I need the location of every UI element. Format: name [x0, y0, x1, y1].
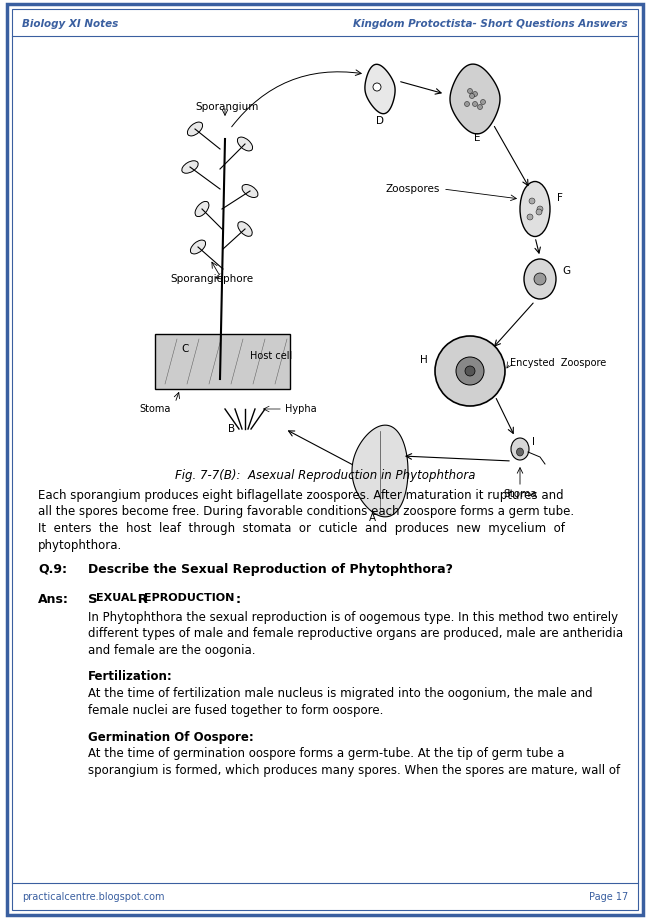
Text: Encysted  Zoospore: Encysted Zoospore [510, 358, 606, 368]
Ellipse shape [467, 88, 473, 94]
Text: Biology XI Notes: Biology XI Notes [22, 19, 118, 29]
Ellipse shape [456, 357, 484, 385]
Text: Ans:: Ans: [38, 593, 69, 606]
Ellipse shape [182, 161, 198, 174]
Text: EXUAL: EXUAL [96, 593, 136, 603]
Text: E: E [474, 133, 480, 143]
Text: Germination Of Oospore:: Germination Of Oospore: [88, 731, 254, 743]
Text: D: D [376, 116, 384, 126]
Text: :: : [236, 593, 241, 606]
Text: I: I [532, 437, 535, 447]
Ellipse shape [511, 438, 529, 460]
FancyBboxPatch shape [155, 334, 290, 389]
Text: A: A [369, 513, 376, 523]
Text: Zoospores: Zoospores [385, 184, 440, 194]
Ellipse shape [190, 240, 205, 254]
Ellipse shape [480, 99, 486, 105]
Ellipse shape [469, 94, 474, 98]
Text: Host cell: Host cell [250, 351, 292, 361]
Ellipse shape [537, 206, 543, 212]
Text: It  enters  the  host  leaf  through  stomata  or  cuticle  and  produces  new  : It enters the host leaf through stomata … [38, 522, 565, 535]
Text: Fertilization:: Fertilization: [88, 671, 173, 684]
Ellipse shape [524, 259, 556, 299]
Text: Fig. 7-7(B):  Asexual Reproduction in Phytophthora: Fig. 7-7(B): Asexual Reproduction in Phy… [175, 469, 475, 482]
Text: Hypha: Hypha [285, 404, 317, 414]
Text: female nuclei are fused together to form oospore.: female nuclei are fused together to form… [88, 704, 384, 717]
Text: Describe the Sexual Reproduction of Phytophthora?: Describe the Sexual Reproduction of Phyt… [88, 563, 453, 576]
Text: Sporangium: Sporangium [195, 102, 259, 112]
Text: S: S [88, 593, 97, 606]
Text: Stoma: Stoma [503, 489, 537, 499]
Text: different types of male and female reproductive organs are produced, male are an: different types of male and female repro… [88, 628, 623, 641]
Ellipse shape [517, 448, 523, 456]
Text: all the spores become free. During favorable conditions each zoospore forms a ge: all the spores become free. During favor… [38, 505, 574, 518]
Ellipse shape [520, 181, 550, 236]
Text: R: R [133, 593, 148, 606]
Text: PracticalCentre
Blogspot.com: PracticalCentre Blogspot.com [144, 169, 476, 409]
Text: G: G [562, 266, 570, 276]
Text: F: F [557, 193, 563, 203]
Text: In Phytophthora the sexual reproduction is of oogemous type. In this method two : In Phytophthora the sexual reproduction … [88, 611, 618, 624]
Ellipse shape [435, 336, 505, 406]
Polygon shape [352, 425, 408, 516]
Polygon shape [450, 64, 500, 134]
Ellipse shape [465, 101, 469, 107]
Text: Page 17: Page 17 [589, 892, 628, 902]
Text: H: H [421, 355, 428, 365]
Text: C: C [181, 344, 188, 354]
Ellipse shape [242, 185, 258, 198]
Text: Each sporangium produces eight biflagellate zoospores. After maturation it ruptu: Each sporangium produces eight biflagell… [38, 489, 564, 502]
Text: At the time of fertilization male nucleus is migrated into the oogonium, the mal: At the time of fertilization male nucleu… [88, 687, 593, 700]
Ellipse shape [237, 137, 253, 151]
FancyBboxPatch shape [7, 4, 643, 915]
Ellipse shape [534, 273, 546, 285]
Ellipse shape [195, 201, 209, 217]
Text: and female are the oogonia.: and female are the oogonia. [88, 644, 255, 657]
Ellipse shape [238, 221, 252, 236]
Ellipse shape [536, 209, 542, 215]
Text: Kingdom Protoctista- Short Questions Answers: Kingdom Protoctista- Short Questions Ans… [354, 19, 628, 29]
Ellipse shape [373, 83, 381, 91]
Text: sporangium is formed, which produces many spores. When the spores are mature, wa: sporangium is formed, which produces man… [88, 764, 620, 777]
Text: practicalcentre.blogspot.com: practicalcentre.blogspot.com [22, 892, 164, 902]
Ellipse shape [473, 101, 478, 107]
Ellipse shape [527, 214, 533, 220]
Ellipse shape [529, 198, 535, 204]
Text: Sporangiophore: Sporangiophore [170, 274, 253, 284]
Ellipse shape [187, 122, 203, 136]
Ellipse shape [473, 92, 478, 96]
Ellipse shape [478, 105, 482, 109]
Text: EPRODUCTION: EPRODUCTION [144, 593, 235, 603]
Text: Stoma: Stoma [139, 404, 171, 414]
Text: Q.9:: Q.9: [38, 563, 67, 576]
Text: phytophthora.: phytophthora. [38, 539, 122, 551]
Text: At the time of germination oospore forms a germ-tube. At the tip of germ tube a: At the time of germination oospore forms… [88, 747, 564, 761]
Polygon shape [365, 64, 395, 114]
Text: B: B [228, 424, 235, 434]
Ellipse shape [465, 366, 475, 376]
